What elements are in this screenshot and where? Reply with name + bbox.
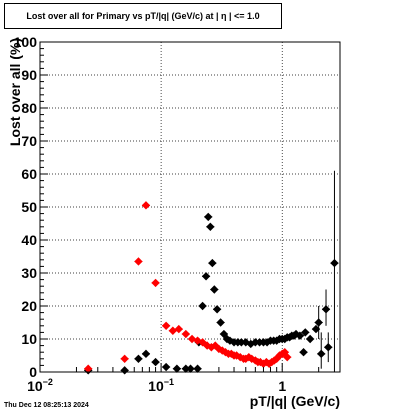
y-tick-label: 10 xyxy=(21,331,37,347)
axis-ticks: 0 10 20 30 40 50 60 70 80 90 100 10−2 10−1 1 xyxy=(14,34,341,394)
x-axis-label: pT/|q| (GeV/c) xyxy=(250,393,340,409)
data-point-black xyxy=(251,338,260,347)
data-point-black xyxy=(141,349,151,359)
data-point-red xyxy=(181,329,191,339)
data-point-red xyxy=(247,354,256,363)
data-point-black xyxy=(181,364,191,373)
y-tick-label: 40 xyxy=(21,232,37,248)
data-point-black xyxy=(295,331,305,340)
y-tick-label: 90 xyxy=(21,67,37,83)
data-point-red xyxy=(120,354,129,363)
x-tick-label: 10−1 xyxy=(148,377,174,394)
data-point-black xyxy=(134,354,143,363)
title-box: Lost over all for Primary vs pT/|q| (GeV… xyxy=(4,3,282,29)
data-point-red xyxy=(161,321,171,330)
data-point-red xyxy=(141,201,151,210)
data-point-black xyxy=(324,343,333,352)
data-point-black xyxy=(321,305,331,314)
data-point-black xyxy=(210,285,219,294)
data-point-black xyxy=(201,272,211,281)
data-point-black xyxy=(151,357,160,367)
y-tick-label: 30 xyxy=(21,265,37,281)
data-point-red xyxy=(151,278,160,288)
data-point-black xyxy=(330,258,339,268)
data-point-black xyxy=(186,364,195,373)
y-tick-label: 80 xyxy=(21,100,37,116)
data-point-black xyxy=(161,362,171,372)
data-point-red xyxy=(244,352,254,362)
y-tick-label: 0 xyxy=(29,364,37,380)
data-point-black xyxy=(212,305,222,314)
grid xyxy=(40,42,340,372)
data-point-black xyxy=(216,318,225,327)
y-axis-label: Lost over all (%) xyxy=(7,38,23,146)
y-tick-label: 100 xyxy=(14,34,38,50)
data-point-black xyxy=(317,349,326,359)
timestamp: Thu Dec 12 08:25:13 2024 xyxy=(4,402,89,409)
data-point-black xyxy=(172,364,182,373)
data-point-black xyxy=(301,328,310,337)
y-tick-label: 70 xyxy=(21,133,37,149)
data-point-red xyxy=(168,326,178,335)
data-point-black xyxy=(305,334,315,344)
x-tick-label: 1 xyxy=(278,378,286,394)
data-point-red xyxy=(83,364,93,373)
data-point-black xyxy=(206,222,215,231)
data-point-black xyxy=(237,338,246,347)
data-point-black xyxy=(198,301,207,311)
y-tick-label: 50 xyxy=(21,199,37,215)
data-point-black xyxy=(208,258,217,268)
y-tick-label: 20 xyxy=(21,298,37,314)
data-point-red xyxy=(207,343,216,352)
data-point-black xyxy=(299,348,308,357)
data-point-red xyxy=(283,352,292,362)
x-tick-label: 10−2 xyxy=(27,377,53,394)
series-points xyxy=(83,201,339,375)
data-point-red xyxy=(134,257,143,266)
data-point-red xyxy=(174,324,184,334)
data-point-black xyxy=(311,324,321,334)
data-point-black xyxy=(204,212,213,222)
error-bars xyxy=(84,170,339,372)
chart-title: Lost over all for Primary vs pT/|q| (GeV… xyxy=(26,11,260,21)
y-tick-label: 60 xyxy=(21,166,37,182)
data-point-black xyxy=(314,318,323,327)
